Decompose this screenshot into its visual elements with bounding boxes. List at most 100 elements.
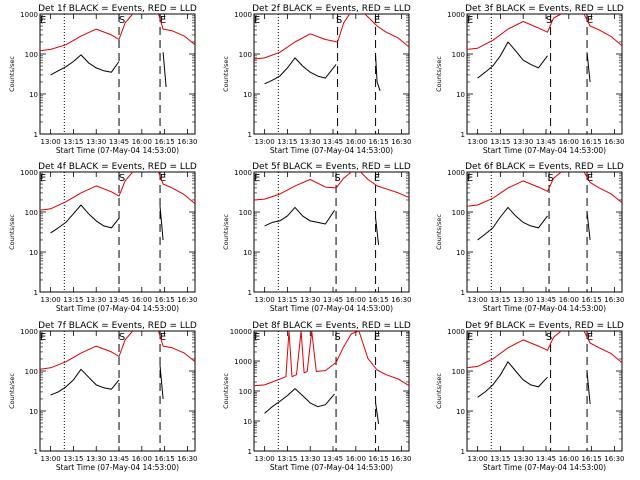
interval-marker: E <box>467 173 473 184</box>
x-tick-label: 13:45 <box>323 138 343 146</box>
detector-panel: Det 3f BLACK = Events, RED = LLD 1 10 100 10… <box>435 4 624 155</box>
events-rate-line <box>375 218 380 246</box>
events-rate-line <box>375 402 380 424</box>
x-tick-label: 13:30 <box>86 296 106 304</box>
detector-panel: Det 5f BLACK = Events, RED = LLD 1 10 100 10… <box>222 162 411 313</box>
panel-title: Det 7f BLACK = Events, RED = LLD <box>38 321 197 331</box>
detector-panel: Det 8f BLACK = Events, RED = LLD 1 10 100 10… <box>222 321 411 472</box>
x-tick-label: 13:00 <box>255 455 275 463</box>
x-tick-label: 13:45 <box>323 296 343 304</box>
events-rate-line <box>159 365 164 400</box>
x-axis-label: Start Time (07-May-04 14:53:00) <box>56 146 179 155</box>
lld-rate-line <box>583 14 622 47</box>
x-tick-label: 16:15 <box>369 296 389 304</box>
series-group <box>40 172 195 241</box>
events-rate-line <box>50 54 120 76</box>
y-tick-label: 1 <box>248 289 252 297</box>
y-tick-label: 10 <box>456 249 465 257</box>
plot-frame <box>253 171 410 293</box>
lld-rate-line <box>467 14 562 50</box>
lld-rate-line <box>583 331 622 364</box>
y-axis-label: Counts/sec <box>8 373 16 409</box>
x-axis-label: Start Time (07-May-04 14:53:00) <box>270 146 393 155</box>
events-rate-line <box>50 204 120 234</box>
y-tick-label: 10 <box>243 91 252 99</box>
lld-rate-line <box>467 331 562 369</box>
x-tick-label: 16:15 <box>369 455 389 463</box>
x-tick-label: 13:15 <box>63 455 83 463</box>
x-tick-label: 13:45 <box>323 455 343 463</box>
x-tick-label: 13:15 <box>63 138 83 146</box>
x-tick-label: 13:45 <box>536 138 556 146</box>
plot-frame <box>39 171 196 293</box>
x-tick-label: 16:15 <box>582 138 602 146</box>
interval-marker: E <box>160 173 166 184</box>
x-tick-label: 16:30 <box>604 455 624 463</box>
panel-title: Det 8f BLACK = Events, RED = LLD <box>252 321 411 331</box>
interval-marker: E <box>160 332 166 343</box>
y-tick-label: 10 <box>29 408 38 416</box>
y-tick-label: 1 <box>34 289 38 297</box>
x-tick-label: 16:15 <box>155 296 175 304</box>
plot-frame <box>253 330 410 452</box>
events-rate-line <box>264 57 337 85</box>
x-tick-label: 13:30 <box>513 455 533 463</box>
detector-panel: Det 4f BLACK = Events, RED = LLD 1 10 100 10… <box>8 162 197 313</box>
interval-marker: S <box>546 332 552 343</box>
plot-frame <box>466 171 623 293</box>
events-rate-line <box>159 206 164 241</box>
y-axis-label: Counts/sec <box>222 373 230 409</box>
y-tick-label: 1000 <box>234 358 252 366</box>
events-rate-line <box>50 368 120 396</box>
x-tick-label: 16:00 <box>132 455 152 463</box>
y-tick-label: 1000 <box>20 169 38 177</box>
interval-marker: E <box>374 173 380 184</box>
x-tick-label: 16:15 <box>155 138 175 146</box>
x-tick-label: 16:00 <box>346 455 366 463</box>
lld-rate-line <box>359 172 409 198</box>
detector-panel: Det 6f BLACK = Events, RED = LLD 1 10 100 10… <box>435 162 624 313</box>
events-rate-line <box>586 52 591 83</box>
events-rate-line <box>477 41 548 79</box>
plot-frame <box>39 13 196 135</box>
events-rate-line <box>264 206 335 227</box>
events-rate-line <box>375 55 381 91</box>
x-tick-label: 16:00 <box>346 138 366 146</box>
x-tick-label: 13:30 <box>300 455 320 463</box>
series-group <box>254 331 409 424</box>
y-tick-label: 1 <box>461 131 465 139</box>
detector-panel: Det 1f BLACK = Events, RED = LLD 1 10 100 10… <box>8 4 197 155</box>
panel-title: Det 5f BLACK = Events, RED = LLD <box>252 162 411 172</box>
series-group <box>40 14 195 88</box>
detector-panel: Det 7f BLACK = Events, RED = LLD 1 10 100 10… <box>8 321 197 472</box>
detector-panel: Det 2f BLACK = Events, RED = LLD 1 10 100 10… <box>222 4 411 155</box>
plot-frame <box>39 330 196 452</box>
lld-rate-line <box>364 14 409 48</box>
x-tick-label: 13:00 <box>468 455 488 463</box>
x-tick-label: 13:15 <box>63 296 83 304</box>
interval-marker: E <box>587 15 593 26</box>
y-tick-label: 100 <box>239 51 252 59</box>
y-tick-label: 1000 <box>20 11 38 19</box>
y-tick-label: 100 <box>25 368 38 376</box>
detector-panel: Det 9f BLACK = Events, RED = LLD 1 10 100 10… <box>435 321 624 472</box>
lld-rate-line <box>158 14 195 46</box>
lld-rate-line <box>158 172 195 205</box>
x-tick-label: 16:00 <box>132 138 152 146</box>
plot-frame <box>253 13 410 135</box>
series-group <box>467 172 622 241</box>
x-tick-label: 13:30 <box>300 138 320 146</box>
lld-rate-line <box>358 331 409 387</box>
x-tick-label: 13:30 <box>86 455 106 463</box>
x-tick-label: 16:30 <box>177 296 197 304</box>
y-axis-label: Counts/sec <box>222 56 230 92</box>
lld-rate-line <box>40 172 134 211</box>
interval-marker: S <box>119 173 125 184</box>
y-tick-label: 1 <box>248 131 252 139</box>
x-axis-label: Start Time (07-May-04 14:53:00) <box>483 463 606 472</box>
x-tick-label: 16:15 <box>582 455 602 463</box>
panel-title: Det 3f BLACK = Events, RED = LLD <box>465 4 624 14</box>
y-tick-label: 1000 <box>20 328 38 336</box>
y-tick-label: 1 <box>461 289 465 297</box>
y-tick-label: 1000 <box>234 11 252 19</box>
